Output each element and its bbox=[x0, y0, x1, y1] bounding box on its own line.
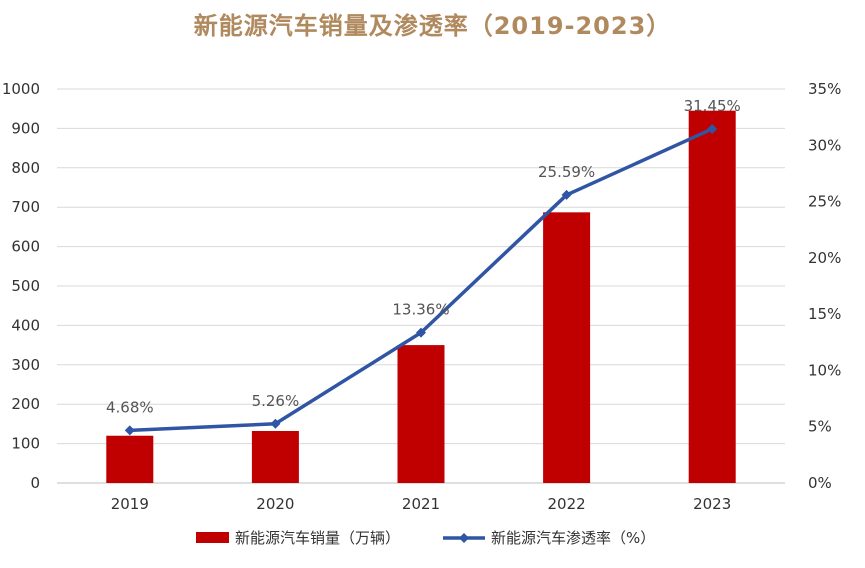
data-labels: 4.68% 5.26% 13.36% 25.59% 31.45% bbox=[106, 97, 741, 416]
left-axis-ticks: 0 100 200 300 400 500 600 700 800 900 1000 bbox=[2, 80, 40, 492]
x-axis-ticks: 2019 2020 2021 2022 2023 bbox=[111, 495, 732, 513]
line-point bbox=[416, 327, 426, 338]
left-axis-tick-label: 600 bbox=[11, 238, 40, 256]
bar-series bbox=[106, 110, 736, 484]
data-label: 4.68% bbox=[106, 398, 154, 416]
left-axis-tick-label: 700 bbox=[11, 198, 40, 216]
right-axis-tick-label: 30% bbox=[808, 136, 841, 154]
right-axis-tick-label: 0% bbox=[808, 474, 832, 492]
x-axis-tick-label: 2019 bbox=[111, 495, 149, 513]
bar bbox=[543, 212, 591, 483]
legend: 新能源汽车销量（万辆） 新能源汽车渗透率（%） bbox=[196, 529, 655, 547]
left-axis-tick-label: 400 bbox=[11, 316, 40, 334]
x-axis-tick-label: 2021 bbox=[402, 495, 440, 513]
legend-bar-swatch bbox=[196, 532, 229, 543]
x-axis-tick-label: 2022 bbox=[548, 495, 586, 513]
line-point bbox=[561, 189, 572, 200]
left-axis-tick-label: 800 bbox=[11, 159, 40, 177]
left-axis-tick-label: 500 bbox=[11, 277, 40, 295]
right-axis-tick-label: 10% bbox=[808, 361, 841, 379]
left-axis-tick-label: 1000 bbox=[2, 80, 40, 98]
x-axis-tick-label: 2020 bbox=[256, 495, 294, 513]
bar bbox=[688, 110, 736, 484]
line-point bbox=[124, 425, 135, 436]
left-axis-tick-label: 100 bbox=[11, 435, 40, 453]
data-label: 13.36% bbox=[392, 301, 449, 319]
x-axis-tick-label: 2023 bbox=[693, 495, 731, 513]
right-axis-tick-label: 5% bbox=[808, 418, 832, 436]
left-axis-tick-label: 900 bbox=[11, 119, 40, 137]
data-label: 5.26% bbox=[252, 392, 300, 410]
right-axis-tick-label: 20% bbox=[808, 249, 841, 267]
left-axis-tick-label: 0 bbox=[30, 474, 40, 492]
right-axis-ticks: 0% 5% 10% 15% 20% 25% 30% 35% bbox=[808, 80, 841, 492]
line-series bbox=[124, 123, 718, 436]
chart-title: 新能源汽车销量及渗透率（2019-2023） bbox=[193, 12, 672, 40]
line-point bbox=[270, 418, 281, 429]
right-axis-tick-label: 15% bbox=[808, 305, 841, 323]
bar bbox=[251, 430, 299, 483]
right-axis-tick-label: 35% bbox=[808, 80, 841, 98]
data-label: 31.45% bbox=[684, 97, 741, 115]
legend-line-label: 新能源汽车渗透率（%） bbox=[491, 529, 655, 547]
data-label: 25.59% bbox=[538, 163, 595, 181]
right-axis-tick-label: 25% bbox=[808, 193, 841, 211]
bar bbox=[397, 345, 445, 483]
legend-bar-label: 新能源汽车销量（万辆） bbox=[235, 529, 400, 547]
line-point bbox=[707, 123, 718, 134]
left-axis-tick-label: 200 bbox=[11, 395, 40, 413]
bar bbox=[106, 435, 154, 483]
legend-line-marker bbox=[459, 533, 469, 543]
left-axis-tick-label: 300 bbox=[11, 356, 40, 374]
